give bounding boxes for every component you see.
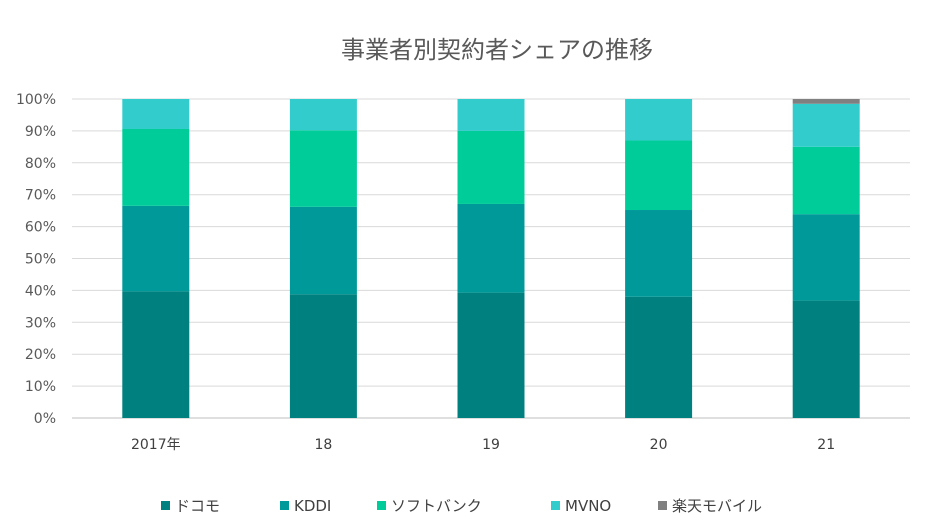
legend-swatch — [377, 501, 386, 510]
x-tick-label: 20 — [650, 437, 668, 453]
bar-segment — [457, 130, 525, 204]
bar-segment — [122, 291, 190, 418]
legend: ドコモ KDDI ソフトバンク MVNO 楽天モバイル — [161, 497, 762, 515]
bar-segment — [289, 130, 357, 207]
legend-swatch — [280, 501, 289, 510]
legend-label: ソフトバンク — [391, 497, 482, 515]
legend-label: 楽天モバイル — [672, 497, 762, 515]
bar-segment — [457, 203, 525, 293]
y-tick-label: 0% — [34, 411, 56, 427]
bars — [122, 99, 860, 418]
bar-segment — [792, 300, 860, 418]
legend-swatch — [161, 501, 170, 510]
y-tick-label: 80% — [25, 156, 56, 172]
bar-segment — [457, 99, 525, 131]
bar-segment — [457, 292, 525, 418]
y-tick-label: 10% — [25, 379, 56, 395]
y-tick-label: 60% — [25, 220, 56, 236]
y-tick-label: 20% — [25, 347, 56, 363]
bar-segment — [792, 103, 860, 147]
legend-swatch — [658, 501, 667, 510]
bar-segment — [792, 146, 860, 215]
y-axis-ticks: 0% 10% 20% 30% 40% 50% 60% 70% 80% 90% 100% — [16, 92, 56, 427]
bar-segment — [792, 214, 860, 301]
x-tick-label: 18 — [314, 437, 332, 453]
bar-segment — [625, 140, 693, 211]
bar-segment — [122, 128, 190, 206]
x-tick-label: 19 — [482, 437, 500, 453]
bar-segment — [625, 296, 693, 418]
x-tick-label: 2017年 — [131, 437, 181, 453]
bar-segment — [625, 99, 693, 141]
bar-segment — [792, 99, 860, 104]
y-tick-label: 90% — [25, 124, 56, 140]
x-axis-ticks: 2017年 18 19 20 21 — [131, 437, 835, 453]
bar-segment — [289, 206, 357, 295]
bar-segment — [289, 99, 357, 131]
legend-label: ドコモ — [175, 497, 220, 515]
y-tick-label: 100% — [16, 92, 56, 108]
x-tick-label: 21 — [817, 437, 835, 453]
legend-label: MVNO — [565, 497, 611, 515]
y-tick-label: 70% — [25, 188, 56, 204]
bar-segment — [625, 210, 693, 297]
bar-segment — [289, 294, 357, 418]
y-tick-label: 50% — [25, 252, 56, 268]
y-tick-label: 40% — [25, 283, 56, 299]
chart-title: 事業者別契約者シェアの推移 — [341, 36, 653, 64]
legend-label: KDDI — [294, 497, 331, 515]
bar-segment — [122, 99, 190, 129]
bar-segment — [122, 205, 190, 292]
legend-swatch — [551, 501, 560, 510]
y-tick-label: 30% — [25, 315, 56, 331]
